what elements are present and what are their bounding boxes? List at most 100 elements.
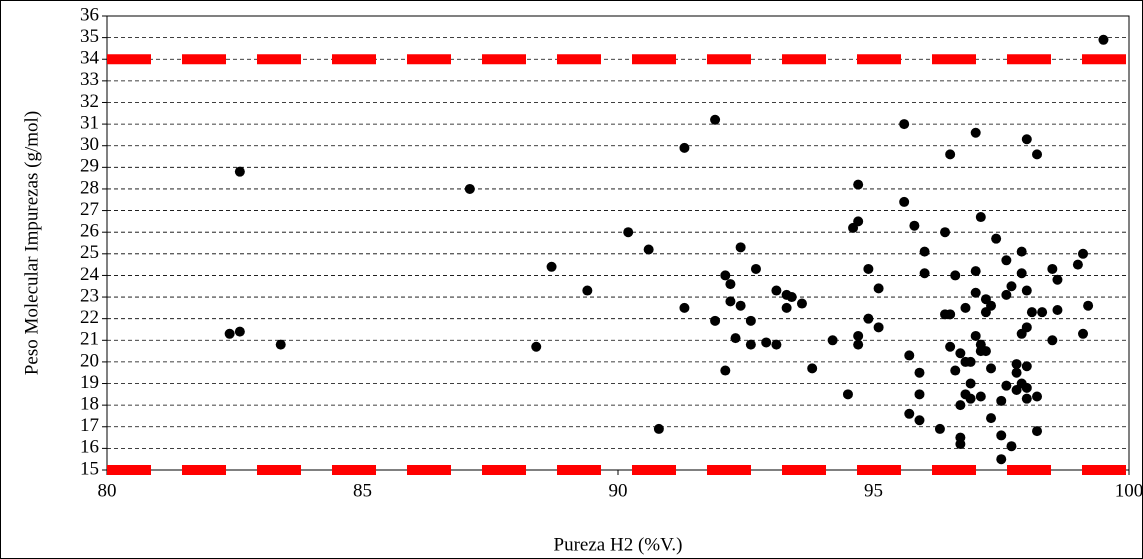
point — [899, 119, 910, 130]
point — [807, 363, 818, 374]
point — [945, 341, 956, 352]
point — [975, 212, 986, 223]
point — [1047, 335, 1058, 346]
x-tick-label: 100 — [1115, 480, 1143, 501]
y-tick-label: 34 — [80, 48, 100, 69]
point — [730, 333, 741, 344]
point — [710, 114, 721, 125]
y-axis-title: Peso Molecular Impurezas (g/mol) — [21, 111, 42, 375]
point — [919, 268, 930, 279]
y-tick-label: 35 — [80, 26, 99, 47]
point — [955, 400, 966, 411]
point — [679, 142, 690, 153]
point — [1021, 382, 1032, 393]
point — [745, 315, 756, 326]
point — [1032, 149, 1043, 160]
point — [1016, 246, 1027, 257]
point — [914, 389, 925, 400]
point — [996, 454, 1007, 465]
point — [1026, 307, 1037, 318]
point — [725, 296, 736, 307]
point — [720, 365, 731, 376]
y-tick-label: 21 — [80, 329, 99, 350]
point — [745, 339, 756, 350]
point — [965, 378, 976, 389]
point — [653, 423, 664, 434]
point — [1006, 441, 1017, 452]
point — [1032, 391, 1043, 402]
point — [796, 298, 807, 309]
y-tick-label: 26 — [80, 221, 99, 242]
point — [904, 350, 915, 361]
point — [735, 242, 746, 253]
point — [950, 365, 961, 376]
y-tick-label: 19 — [80, 372, 99, 393]
point — [970, 127, 981, 138]
point — [919, 246, 930, 257]
point — [771, 285, 782, 296]
point — [275, 339, 286, 350]
point — [950, 270, 961, 281]
point — [1021, 322, 1032, 333]
point — [873, 322, 884, 333]
point — [986, 300, 997, 311]
point — [945, 309, 956, 320]
point — [1001, 289, 1012, 300]
point — [842, 389, 853, 400]
point — [945, 149, 956, 160]
point — [725, 279, 736, 290]
point — [980, 346, 991, 357]
point — [781, 302, 792, 313]
x-tick-label: 80 — [98, 480, 117, 501]
point — [904, 408, 915, 419]
point — [960, 302, 971, 313]
point — [955, 439, 966, 450]
y-tick-label: 31 — [80, 112, 99, 133]
y-tick-label: 28 — [80, 177, 99, 198]
point — [853, 330, 864, 341]
point — [914, 367, 925, 378]
point — [853, 179, 864, 190]
point — [1021, 361, 1032, 372]
point — [623, 227, 634, 238]
point — [934, 423, 945, 434]
x-tick-label: 90 — [609, 480, 628, 501]
point — [986, 363, 997, 374]
point — [1052, 305, 1063, 316]
point — [234, 166, 245, 177]
point — [710, 315, 721, 326]
plot-border — [106, 15, 1130, 471]
point — [1001, 380, 1012, 391]
point — [853, 216, 864, 227]
point — [786, 292, 797, 303]
point — [1001, 255, 1012, 266]
y-tick-label: 33 — [80, 69, 99, 90]
y-tick-label: 17 — [80, 415, 99, 436]
point — [996, 430, 1007, 441]
point — [909, 220, 920, 231]
point — [1072, 259, 1083, 270]
y-tick-label: 15 — [80, 458, 99, 479]
y-tick-label: 29 — [80, 156, 99, 177]
point — [1016, 268, 1027, 279]
point — [975, 391, 986, 402]
point — [996, 395, 1007, 406]
y-tick-label: 30 — [80, 134, 99, 155]
point — [965, 356, 976, 367]
y-tick-label: 27 — [80, 199, 99, 220]
y-tick-label: 32 — [80, 91, 99, 112]
y-tick-label: 25 — [80, 242, 99, 263]
point — [970, 330, 981, 341]
point — [234, 326, 245, 337]
point — [1021, 285, 1032, 296]
point — [531, 341, 542, 352]
point — [853, 339, 864, 350]
point — [1078, 248, 1089, 259]
y-tick-label: 20 — [80, 350, 99, 371]
point — [224, 328, 235, 339]
point — [750, 263, 761, 274]
point — [1083, 300, 1094, 311]
point — [643, 244, 654, 255]
